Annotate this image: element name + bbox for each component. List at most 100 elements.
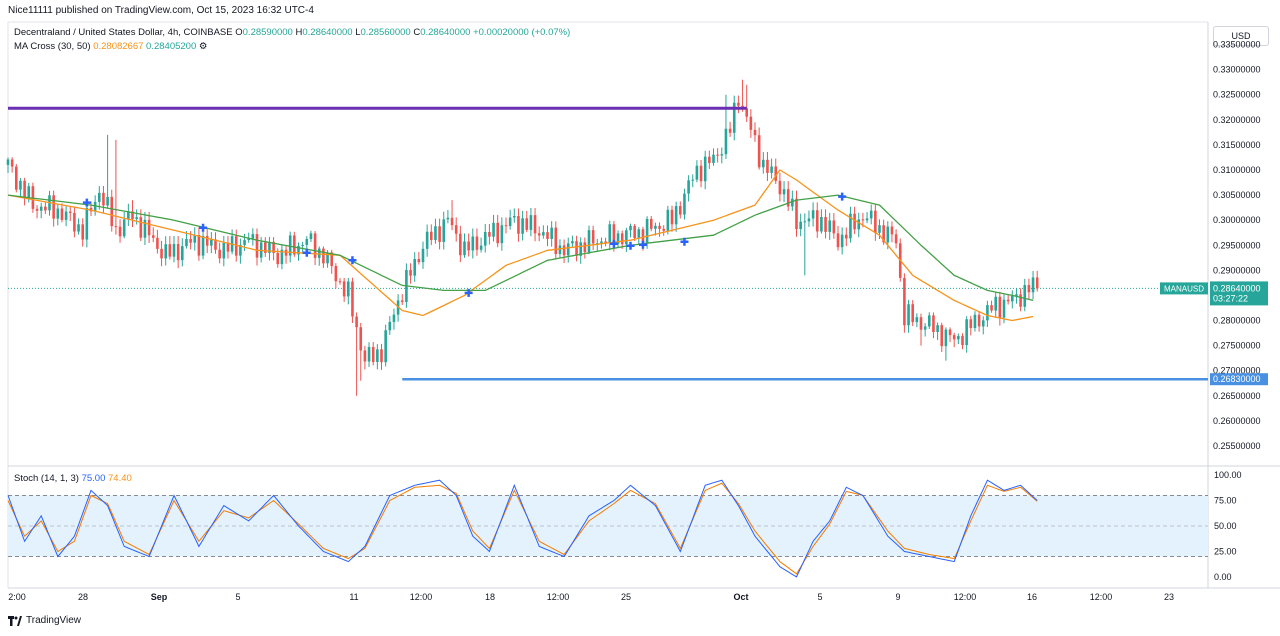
time-tick-label: Sep	[151, 592, 168, 602]
candle-body	[446, 217, 450, 220]
support-price: 0.26830000	[1213, 374, 1261, 384]
candle-body	[110, 196, 114, 227]
ohlc-change: +0.00020000 (+0.07%)	[473, 27, 571, 38]
candle-body	[293, 235, 296, 255]
candle-body	[143, 219, 147, 238]
ohlc-close: 0.28640000	[420, 27, 471, 38]
candle-body	[504, 225, 508, 227]
candle-body	[430, 231, 433, 240]
footer-brand[interactable]: TradingView	[8, 615, 81, 626]
candle-body	[434, 226, 437, 240]
candle-body	[189, 238, 192, 243]
candle-body	[218, 249, 221, 259]
candle-body	[239, 244, 242, 256]
candle-body	[39, 206, 43, 211]
stoch-d-value: 74.40	[108, 473, 132, 484]
time-tick-label: 25	[621, 592, 631, 602]
candle-body	[745, 108, 748, 117]
candle-body	[845, 234, 848, 239]
candle-body	[64, 211, 68, 220]
candle-body	[147, 219, 151, 236]
candle-body	[732, 102, 736, 133]
time-tick-label: 28	[78, 592, 88, 602]
candle-body	[268, 241, 271, 253]
candle-body	[1011, 295, 1014, 302]
candle-body	[608, 224, 612, 243]
candle-body	[255, 234, 259, 258]
candle-body	[156, 237, 159, 249]
candle-body	[969, 319, 973, 329]
stoch-k-line	[7, 479, 1038, 578]
candle-body	[297, 245, 300, 255]
candle-body	[172, 243, 176, 257]
price-axis[interactable]: 0.33500000 0.33000000 0.32500000 0.32000000…	[1213, 40, 1261, 451]
candle-body	[774, 166, 778, 181]
ma-cross-markers	[82, 192, 847, 297]
currency-button[interactable]: USD	[1213, 26, 1269, 46]
candle-body	[122, 219, 126, 237]
ma-slow-line	[7, 194, 1034, 302]
candle-body	[973, 314, 977, 329]
candle-body	[243, 240, 246, 245]
candle-body	[226, 242, 230, 252]
candle-body	[716, 154, 719, 156]
candle-body	[56, 208, 60, 219]
candle-body	[558, 245, 562, 255]
candle-body	[811, 210, 815, 219]
candle-body	[425, 231, 429, 249]
candle-body	[724, 128, 728, 155]
candle-body	[1023, 285, 1027, 307]
price-tick-label: 0.30000000	[1213, 215, 1261, 225]
time-tick-label: 12:00	[547, 592, 570, 602]
ohlc-h-label: H	[295, 27, 303, 38]
candle-body	[222, 242, 226, 259]
candle-body	[874, 210, 877, 233]
candle-body	[176, 243, 180, 261]
price-tick-label: 0.32500000	[1213, 90, 1261, 100]
candle-body	[181, 246, 184, 261]
candle-body	[907, 304, 910, 326]
candle-body	[620, 233, 624, 245]
candle-body	[957, 336, 960, 340]
stoch-axis[interactable]: 100.00 75.00 50.00 25.00 0.00	[1214, 470, 1242, 582]
candle-body	[828, 220, 831, 232]
candle-body	[869, 210, 873, 219]
price-tick-label: 0.29000000	[1213, 265, 1261, 275]
candle-body	[438, 226, 441, 242]
ohlc-low: 0.28560000	[360, 27, 411, 38]
candle-body	[571, 241, 574, 244]
settings-icon[interactable]: ⚙	[198, 41, 208, 52]
stoch-legend[interactable]: Stoch (14, 1, 3) 75.00 74.40	[14, 473, 132, 484]
candle-body	[334, 266, 338, 282]
candle-body	[737, 102, 740, 106]
cross-marker	[626, 241, 635, 250]
candle-body	[525, 218, 529, 230]
candle-body	[272, 241, 275, 253]
candle-body	[633, 225, 636, 238]
candle-body	[807, 218, 811, 222]
candle-body	[529, 215, 533, 230]
candle-body	[98, 192, 101, 202]
time-tick-label: 18	[485, 592, 495, 602]
candle-body	[355, 316, 358, 328]
candle-body	[467, 241, 470, 251]
candle-body	[492, 222, 495, 237]
candle-body	[820, 216, 823, 232]
support-price-tag: 0.26830000	[1210, 373, 1268, 386]
candle-body	[247, 238, 250, 241]
time-tick-label: Oct	[733, 592, 748, 602]
symbol-legend[interactable]: Decentraland / United States Dollar, 4h,…	[14, 27, 570, 38]
brand-name: TradingView	[26, 615, 82, 626]
candle-body	[683, 193, 686, 215]
candle-body	[19, 180, 22, 190]
ma-cross-legend[interactable]: MA Cross (30, 50) 0.28082667 0.28405200 …	[14, 41, 207, 52]
candle-body	[977, 314, 981, 327]
candle-body	[587, 230, 591, 253]
candle-body	[679, 206, 682, 215]
candle-body	[517, 216, 520, 234]
price-tick-label: 0.27500000	[1213, 341, 1261, 351]
candle-body	[52, 195, 55, 219]
candle-body	[928, 315, 931, 327]
time-axis[interactable]: 2:00 28 Sep 5 11 12:00 18 12:00 25 Oct 5 9 12:00 16 12…	[8, 592, 1174, 602]
